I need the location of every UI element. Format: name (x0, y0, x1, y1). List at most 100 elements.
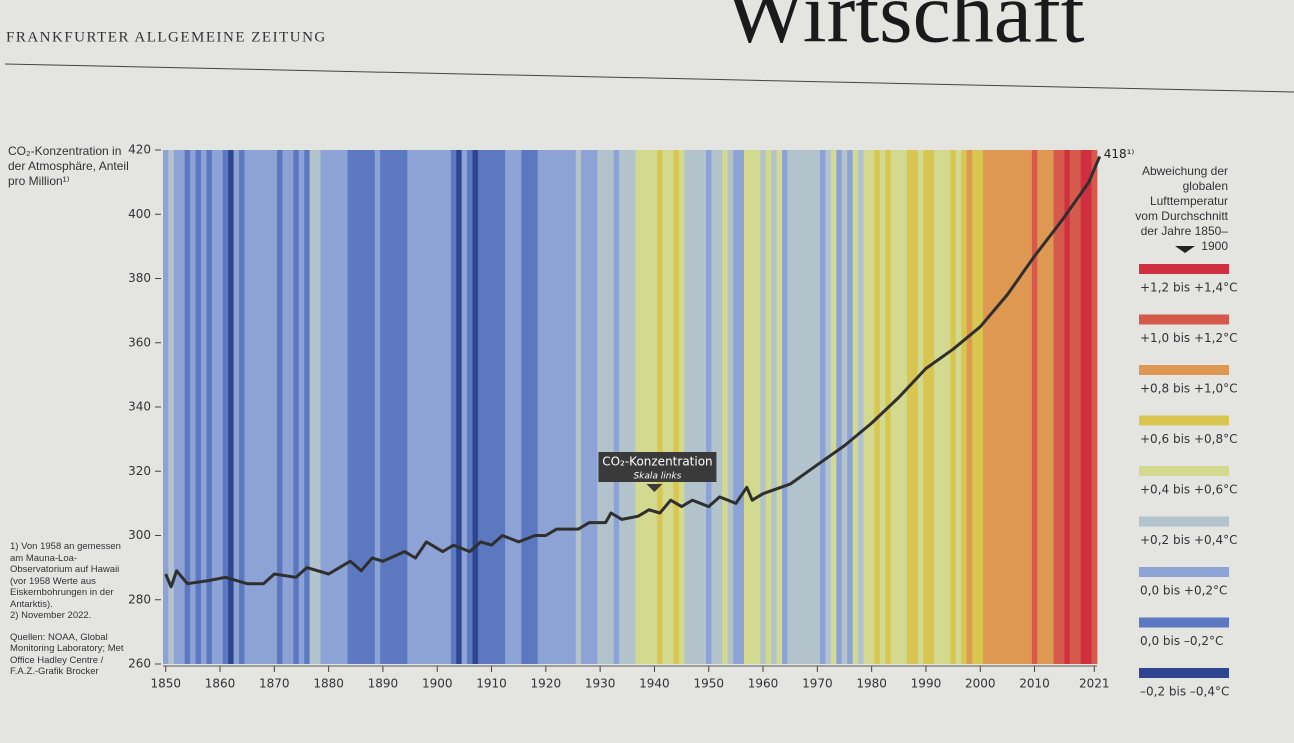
temperature-stripe (510, 150, 517, 664)
rule (4, 63, 1294, 93)
temperature-stripe (418, 150, 425, 664)
temperature-stripe (543, 150, 549, 664)
temperature-stripe (271, 150, 278, 664)
x-tick-label: 2000 (965, 677, 996, 691)
temperature-stripe (163, 150, 169, 664)
x-tick-label: 1960 (748, 677, 779, 691)
temperature-stripe (776, 150, 783, 664)
temperature-stripe (830, 150, 837, 664)
temperature-stripe (412, 150, 419, 664)
legend-swatch (1139, 466, 1229, 476)
temperature-stripe (391, 150, 397, 664)
temperature-stripe (858, 150, 864, 664)
temperature-stripe (749, 150, 756, 664)
temperature-stripe (456, 150, 463, 664)
temperature-stripe (499, 150, 506, 664)
temperature-stripe (325, 150, 332, 664)
temperature-stripe (336, 150, 343, 664)
temperature-stripe (966, 150, 973, 664)
temperature-stripe (282, 150, 289, 664)
temperature-stripe (624, 150, 631, 664)
temperature-stripe (537, 150, 544, 664)
temperature-stripe (668, 150, 674, 664)
legend-label: +0,4 bis +0,6°C (1140, 483, 1238, 497)
legend-label: –0,2 bis –0,4°C (1140, 685, 1229, 699)
x-tick-label: 2021 (1079, 677, 1110, 691)
temperature-stripe (977, 150, 984, 664)
temperature-stripe (1037, 150, 1044, 664)
paper-name: FRANKFURTER ALLGEMEINE ZEITUNG (6, 29, 327, 45)
temperature-stripe (472, 150, 479, 664)
legend-swatch (1139, 314, 1229, 325)
temperature-stripe (179, 150, 186, 664)
temperature-stripe (896, 150, 902, 664)
temperature-stripe (1010, 150, 1016, 664)
temperature-stripe (168, 150, 175, 664)
temperature-stripe (1080, 150, 1087, 664)
temperature-stripe (260, 150, 267, 664)
x-tick-label: 1970 (802, 677, 833, 691)
legend-label: +1,2 bis +1,4°C (1140, 281, 1238, 295)
temperature-stripe (548, 150, 555, 664)
co2-line (164, 155, 1102, 589)
temperature-stripe (820, 150, 826, 664)
annotation-pointer (646, 484, 663, 492)
temperature-stripe (944, 150, 951, 664)
temperature-stripe (923, 150, 930, 664)
temperature-stripe (477, 150, 484, 664)
temperature-stripe (315, 150, 321, 664)
temperature-stripe (331, 150, 338, 664)
legend-swatch (1139, 264, 1229, 274)
temperature-stripe (678, 150, 685, 664)
temperature-stripe (521, 150, 528, 664)
temperature-stripe (879, 150, 886, 664)
temperature-stripe (630, 150, 636, 664)
temperature-stripe (651, 150, 658, 664)
x-tick-label: 1900 (422, 677, 453, 691)
temperature-stripe (771, 150, 778, 664)
legend-label: +0,2 bis +0,4°C (1140, 533, 1238, 547)
temperature-stripe (716, 150, 723, 664)
temperature-stripe (602, 150, 609, 664)
temperature-stripe (640, 150, 647, 664)
temperature-stripe (608, 150, 615, 664)
temperature-stripe (988, 150, 995, 664)
temperature-stripe (1075, 150, 1082, 664)
temperature-stripe (1086, 150, 1092, 664)
y-tick-label: 420 (128, 143, 151, 157)
x-tick-label: 2010 (1019, 677, 1050, 691)
x-tick-label: 1980 (856, 677, 887, 691)
temperature-stripe (803, 150, 810, 664)
temperature-stripe (309, 150, 316, 664)
temperature-stripe (173, 150, 180, 664)
temperature-stripe (874, 150, 881, 664)
temperature-stripe (467, 150, 473, 664)
temperature-stripe (906, 150, 913, 664)
temperature-stripe (760, 150, 767, 664)
temperature-stripe (1058, 150, 1065, 664)
temperature-stripe (581, 150, 587, 664)
temperature-stripe (298, 150, 305, 664)
legend-label: +0,8 bis +1,0°C (1140, 382, 1238, 396)
temperature-stripe (429, 150, 435, 664)
temperature-stripe (635, 150, 642, 664)
temperature-stripe (559, 150, 566, 664)
value-label: 418¹⁾ (1104, 147, 1135, 161)
temperature-stripe (700, 150, 707, 664)
temperature-stripe (342, 150, 349, 664)
temperature-stripe (868, 150, 875, 664)
temperature-stripe (190, 150, 196, 664)
temperature-stripe (353, 150, 359, 664)
temperature-stripe (515, 150, 522, 664)
temperature-stripe (733, 150, 740, 664)
x-tick-label: 1870 (259, 677, 290, 691)
x-tick-label: 1950 (693, 677, 724, 691)
temperature-stripe (244, 150, 251, 664)
temperature-stripe (1031, 150, 1038, 664)
temperature-stripe (407, 150, 414, 664)
temperature-stripe (564, 150, 571, 664)
temperature-stripe (201, 150, 207, 664)
legend-swatch (1139, 516, 1229, 527)
temperature-stripe (211, 150, 218, 664)
